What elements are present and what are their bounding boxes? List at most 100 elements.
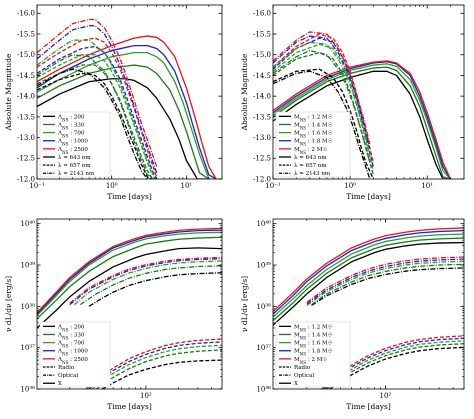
- series-line-red-dashdot: [306, 256, 464, 303]
- series-line-red-dashed: [321, 335, 464, 389]
- series-line-black-dashed: [329, 346, 464, 389]
- series-line-blue-dashdot: [69, 258, 222, 306]
- y-axis-label: Absolute Magnitude: [4, 53, 13, 131]
- series-line-green-dashdot: [37, 39, 158, 179]
- series-line-black-solid: [37, 78, 209, 179]
- series-line-black-dashed: [102, 359, 222, 389]
- x-tick-label: 10²: [380, 392, 392, 400]
- y-tick-label: 10⁴⁰: [20, 220, 35, 228]
- legend-label: Optical: [294, 373, 314, 379]
- legend-label: ΛNS : 700: [57, 131, 85, 139]
- series-group: [273, 227, 464, 389]
- series-line-red-dashed: [37, 37, 158, 178]
- series-line-blue-dashed: [322, 337, 464, 389]
- y-tick-label: -15.0: [253, 51, 271, 59]
- legend-label: Radio: [294, 365, 311, 371]
- y-tick-label: 10³⁷: [256, 344, 271, 352]
- x-tick-label: 10⁰: [344, 182, 356, 190]
- legend-label: MNS : 1.4 M☉: [294, 331, 333, 340]
- y-tick-label: -16.0: [17, 10, 35, 18]
- series-line-darkgreen-solid: [273, 66, 451, 179]
- series-line-blue-dashdot: [306, 258, 464, 305]
- y-tick-label: -12.0: [253, 175, 271, 183]
- chart-lc_mass: 10⁻¹ 10⁰ 10¹ -16.0 -15.5 -15.0 -14.5 -14.0 -13.5…: [240, 4, 465, 201]
- x-tick-label: 10⁰: [106, 182, 118, 190]
- series-line-blue-solid: [37, 229, 222, 315]
- legend-label: MNS : 1.8 M☉: [294, 138, 333, 147]
- x-axis-label: Time [days]: [107, 192, 152, 201]
- y-tick-label: 10³⁹: [20, 261, 35, 269]
- y-axis-label: ν dL/dν [erg/s]: [240, 276, 249, 332]
- series-line-red-dashed: [85, 338, 222, 389]
- legend-label: MNS : 1.6 M☉: [294, 340, 333, 349]
- legend-label: X: [294, 381, 298, 387]
- series-line-blue-dashed: [88, 341, 222, 389]
- y-tick-label: -15.0: [17, 51, 35, 59]
- series-line-darkgreen-dashed: [326, 343, 464, 389]
- legend-label: MNS : 1.2 M☉: [294, 323, 333, 332]
- series-line-darkgreen-dashdot: [311, 263, 464, 306]
- series-line-red-dashdot: [273, 31, 371, 144]
- series-line-green-dashed: [273, 43, 374, 171]
- legend-label: MNS : 2 M☉: [294, 356, 327, 365]
- legend-label: MNS : 1.8 M☉: [294, 348, 333, 357]
- y-tick-label: -14.0: [253, 93, 271, 101]
- series-line-blue-dashdot: [37, 25, 158, 174]
- series-line-blue-dashdot: [273, 35, 371, 149]
- y-axis-label: ν dL/dν [erg/s]: [4, 276, 13, 332]
- legend-label: MNS : 1.6 M☉: [294, 130, 333, 139]
- x-tick-label: 10¹: [421, 182, 433, 190]
- y-tick-label: -14.5: [17, 72, 35, 80]
- series-line-darkgreen-solid: [273, 237, 464, 322]
- y-tick-label: -12.0: [17, 175, 35, 183]
- y-tick-label: 10³⁷: [20, 344, 35, 352]
- legend-label: λ = 643 nm: [58, 155, 91, 161]
- x-axis-label: Time [days]: [346, 192, 391, 201]
- chart-lc_lambda: 10⁻¹ 10⁰ 10¹ -16.0 -15.5 -15.0 -14.5 -14.0 -13.5…: [4, 4, 223, 201]
- legend-box: [275, 111, 351, 178]
- y-tick-label: -14.5: [253, 72, 271, 80]
- legend-box: [39, 111, 111, 178]
- series-line-black-solid: [273, 70, 451, 179]
- y-tick-label: -12.5: [17, 155, 35, 163]
- series-line-red-dashed: [273, 33, 374, 163]
- series-line-blue-solid: [37, 44, 217, 179]
- series-group: [37, 18, 217, 179]
- legend-label: ΛNS : 700: [57, 341, 85, 349]
- series-group: [37, 227, 222, 389]
- series-line-green-dashed: [37, 54, 153, 176]
- series-line-green-dashed: [91, 344, 222, 389]
- series-line-darkgreen-dashdot: [37, 54, 157, 179]
- plot-frame: [272, 4, 465, 180]
- y-tick-label: 10³⁶: [256, 385, 271, 393]
- series-line-red-solid: [37, 35, 217, 179]
- legend-label: Optical: [58, 373, 78, 379]
- series-line-black-dashdot: [273, 70, 371, 179]
- series-line-black-dashdot: [37, 68, 157, 179]
- y-axis-label: Absolute Magnitude: [240, 53, 249, 131]
- plot-frame: [272, 218, 465, 390]
- plot-frame: [36, 4, 223, 180]
- legend-label: ΛNS : 1000: [57, 349, 88, 357]
- series-line-red-dashdot: [37, 18, 158, 167]
- legend-label: MNS : 1.2 M☉: [294, 113, 333, 122]
- y-tick-label: 10³⁹: [256, 261, 271, 269]
- y-tick-label: 10³⁸: [256, 303, 271, 311]
- series-line-green-dashed: [324, 340, 464, 389]
- series-line-green-dashdot: [73, 260, 222, 306]
- series-line-red-solid: [273, 227, 464, 312]
- y-tick-label: -13.5: [253, 113, 271, 121]
- legend-label: λ = 643 nm: [294, 155, 327, 161]
- series-line-darkgreen-dashdot: [273, 49, 371, 163]
- series-line-green-solid: [273, 233, 464, 318]
- series-line-green-solid: [273, 63, 451, 179]
- series-line-darkgreen-solid: [37, 236, 222, 320]
- legend-label: Radio: [58, 365, 75, 371]
- series-line-red-dashdot: [69, 256, 222, 304]
- y-tick-label: 10³⁶: [20, 385, 35, 393]
- legend-label: X: [58, 381, 62, 387]
- x-tick-label: 10²: [140, 392, 152, 400]
- y-tick-label: -15.5: [253, 30, 271, 38]
